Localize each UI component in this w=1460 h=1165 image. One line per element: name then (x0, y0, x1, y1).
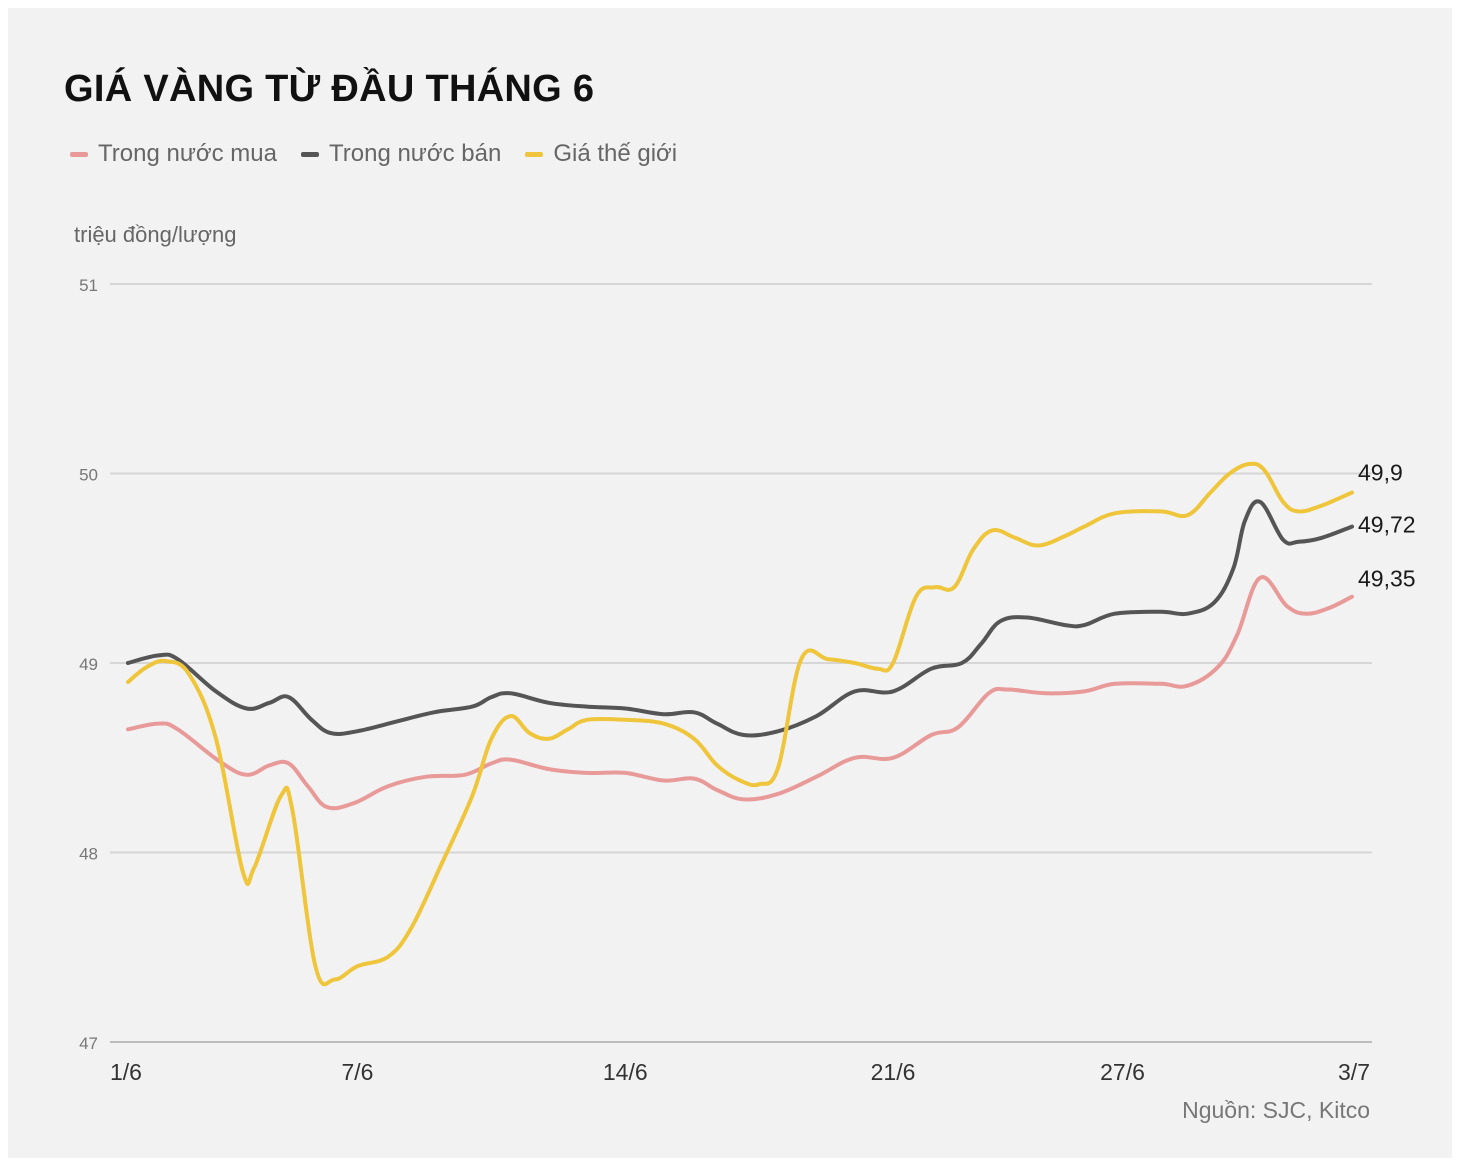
series-line-gia-the-gioi (126, 461, 1354, 987)
x-tick-label-3-7: 3/7 (1338, 1059, 1370, 1085)
series-line-trong-nuoc-ban (126, 499, 1354, 738)
x-tick-label-7-6: 7/6 (342, 1059, 374, 1085)
chart-card (8, 8, 1452, 1158)
series-line-trong-nuoc-mua (126, 575, 1354, 811)
y-tick-label-48: 48 (79, 845, 98, 864)
x-tick-label-27-6: 27/6 (1100, 1059, 1145, 1085)
chart-title: GIÁ VÀNG TỪ ĐẦU THÁNG 6 (64, 68, 595, 110)
legend-label-trong-nuoc-ban: Trong nước bán (328, 140, 502, 167)
legend-item-trong-nuoc-ban: Trong nước bán (300, 140, 502, 168)
y-tick-label-51: 51 (79, 276, 98, 295)
legend-label-gia-the-gioi: Giá thế giới (553, 140, 678, 167)
x-tick-label-14-6: 14/6 (603, 1059, 648, 1085)
end-label-trong-nuoc-ban: 49,72 (1358, 512, 1416, 538)
legend-swatch-trong-nuoc-mua (70, 151, 88, 157)
legend-item-trong-nuoc-mua: Trong nước mua (70, 140, 277, 168)
x-tick-label-1-6: 1/6 (110, 1059, 142, 1085)
legend-swatch-gia-the-gioi (525, 151, 544, 157)
legend-item-gia-the-gioi: Giá thế giới (525, 140, 677, 168)
y-tick-label-49: 49 (79, 655, 98, 674)
x-tick-label-21-6: 21/6 (871, 1059, 916, 1085)
source-note: Nguồn: SJC, Kitco (1182, 1097, 1370, 1123)
end-label-gia-the-gioi: 49,9 (1358, 459, 1403, 485)
legend-label-trong-nuoc-mua: Trong nước mua (98, 140, 277, 167)
end-label-trong-nuoc-mua: 49,35 (1358, 566, 1416, 592)
legend: Trong nước mua Trong nước bán Giá thế gi… (70, 140, 677, 168)
y-axis-unit-label: triệu đồng/lượng (74, 222, 237, 247)
legend-swatch-trong-nuoc-ban (300, 151, 319, 157)
y-tick-label-47: 47 (79, 1034, 98, 1053)
y-tick-label-50: 50 (79, 466, 98, 485)
